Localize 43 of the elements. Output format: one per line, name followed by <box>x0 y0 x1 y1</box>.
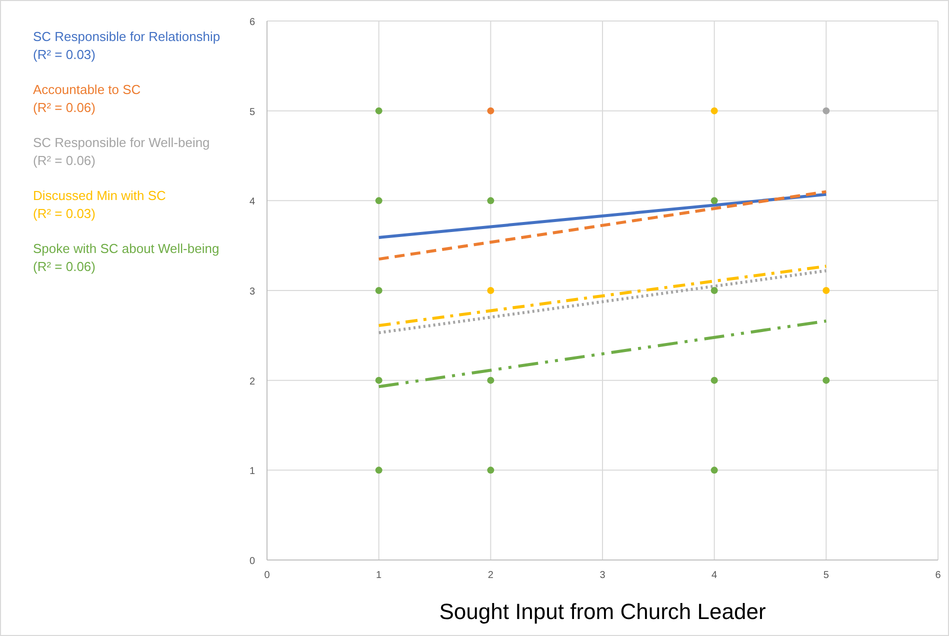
point <box>822 107 830 114</box>
x-axis-title: Sought Input from Church Leader <box>439 599 766 624</box>
point <box>487 376 494 384</box>
text: (R² = 0.06) <box>33 153 96 168</box>
point <box>710 466 718 474</box>
y-tick-label: 3 <box>249 286 256 298</box>
point <box>375 107 382 114</box>
text: Discussed Min with SC <box>33 188 166 203</box>
x-tick-label: 1 <box>376 570 382 581</box>
point <box>487 287 494 294</box>
text: (R² = 0.06) <box>33 100 96 115</box>
point <box>822 287 830 294</box>
y-tick-label: 6 <box>249 17 256 28</box>
point <box>710 287 718 294</box>
point <box>375 466 382 474</box>
text: SC Responsible for Well-being <box>33 135 210 150</box>
point <box>487 197 494 204</box>
text: SC Responsible for Relationship <box>33 29 220 44</box>
point <box>375 376 382 384</box>
x-tick-label: 4 <box>712 570 718 581</box>
point <box>822 376 830 384</box>
x-tick-label: 2 <box>488 570 494 581</box>
y-tick-label: 0 <box>249 556 256 567</box>
y-tick-label: 5 <box>249 106 256 118</box>
x-tick-label: 0 <box>264 570 270 581</box>
text: Spoke with SC about Well-being <box>33 241 220 256</box>
y-tick-label: 2 <box>249 376 256 388</box>
text: (R² = 0.03) <box>33 206 96 221</box>
text: (R² = 0.03) <box>33 47 96 62</box>
y-tick-label: 4 <box>249 196 256 208</box>
text: (R² = 0.06) <box>33 259 96 274</box>
point <box>710 107 718 114</box>
point <box>375 287 382 294</box>
x-tick-label: 3 <box>600 570 606 581</box>
point <box>487 107 494 114</box>
x-tick-label: 5 <box>823 570 830 581</box>
point <box>710 197 718 204</box>
point <box>487 466 494 474</box>
x-tick-label: 6 <box>935 570 942 581</box>
point <box>710 376 718 384</box>
text: Accountable to SC <box>33 82 141 97</box>
y-tick-label: 1 <box>249 466 256 478</box>
point <box>375 197 382 204</box>
